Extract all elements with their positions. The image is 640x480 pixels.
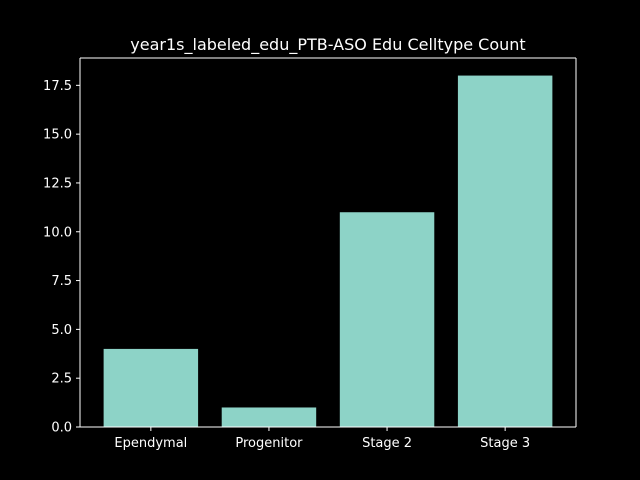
bar-progenitor — [221, 407, 317, 427]
axes-group — [79, 57, 577, 428]
y-tick-label: 12.5 — [43, 176, 72, 191]
y-tick-label: 2.5 — [51, 372, 72, 387]
x-tick-label: Ependymal — [114, 436, 187, 451]
y-tick-label: 10.0 — [43, 225, 72, 240]
y-tick-label: 7.5 — [51, 274, 72, 289]
chart-title: year1s_labeled_edu_PTB-ASO Edu Celltype … — [130, 35, 525, 55]
x-tick-label: Stage 3 — [480, 436, 530, 451]
x-tick-label: Stage 2 — [362, 436, 412, 451]
x-axis-ticks: Ependymal Progenitor Stage 2 Stage 3 — [114, 427, 530, 451]
y-axis-ticks: 0.0 2.5 5.0 7.5 10.0 12.5 15.0 17.5 — [43, 79, 80, 436]
y-tick-label: 0.0 — [51, 421, 72, 436]
bar-stage-2 — [339, 212, 435, 427]
y-tick-label: 15.0 — [43, 128, 72, 143]
y-tick-label: 17.5 — [43, 79, 72, 94]
y-tick-label: 5.0 — [51, 323, 72, 338]
bar-ependymal — [103, 348, 199, 427]
bar-stage-3 — [457, 75, 553, 428]
bars-group — [103, 75, 553, 428]
x-tick-label: Progenitor — [235, 436, 303, 451]
